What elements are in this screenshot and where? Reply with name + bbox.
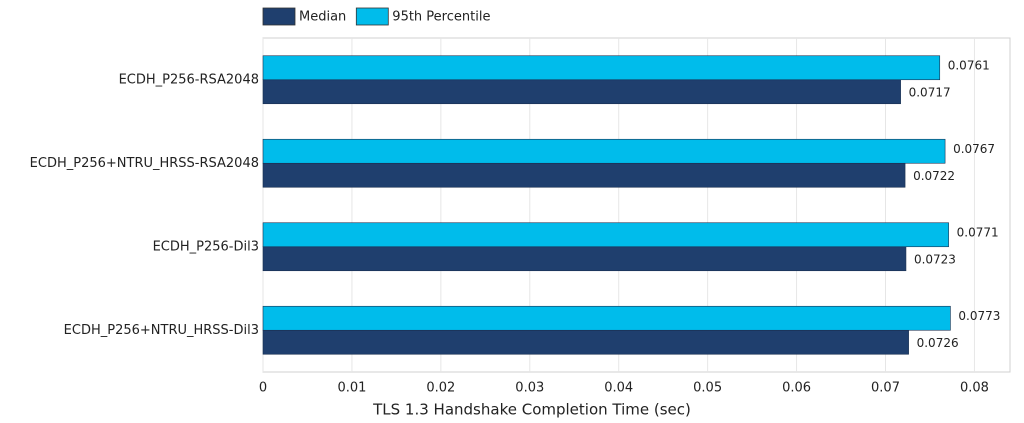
x-tick-label: 0.07 xyxy=(871,381,900,396)
value-label: 0.0767 xyxy=(953,142,995,156)
bar xyxy=(262,162,906,188)
x-tick-label: 0.08 xyxy=(960,381,989,396)
value-label: 0.0773 xyxy=(958,309,1000,323)
x-tick-label: 0.05 xyxy=(693,381,722,396)
legend-swatch xyxy=(262,7,296,26)
value-label: 0.0722 xyxy=(913,169,955,183)
legend-label: 95th Percentile xyxy=(392,10,490,25)
value-label: 0.0771 xyxy=(957,225,999,239)
value-label: 0.0723 xyxy=(914,252,956,266)
bar xyxy=(262,55,941,81)
legend-swatch xyxy=(355,7,389,26)
x-tick-label: 0.04 xyxy=(604,381,633,396)
x-axis-title: TLS 1.3 Handshake Completion Time (sec) xyxy=(372,401,691,419)
bar xyxy=(262,222,949,248)
value-label: 0.0717 xyxy=(909,85,951,99)
x-tick-label: 0.03 xyxy=(515,381,544,396)
bar xyxy=(262,305,951,331)
y-tick-label: ECDH_P256-Dil3 xyxy=(153,239,259,254)
y-tick-label: ECDH_P256+NTRU_HRSS-Dil3 xyxy=(64,323,259,338)
y-tick-label: ECDH_P256+NTRU_HRSS-RSA2048 xyxy=(30,156,259,171)
bar xyxy=(262,246,907,272)
y-tick-label: ECDH_P256-RSA2048 xyxy=(119,72,259,87)
x-tick-label: 0 xyxy=(259,381,267,396)
bar xyxy=(262,79,901,105)
bar xyxy=(262,138,946,164)
x-tick-label: 0.06 xyxy=(782,381,811,396)
value-label: 0.0761 xyxy=(948,58,990,72)
value-label: 0.0726 xyxy=(917,336,959,350)
x-tick-label: 0.01 xyxy=(337,381,366,396)
x-tick-label: 0.02 xyxy=(426,381,455,396)
legend-label: Median xyxy=(299,10,346,25)
bar xyxy=(262,329,909,355)
